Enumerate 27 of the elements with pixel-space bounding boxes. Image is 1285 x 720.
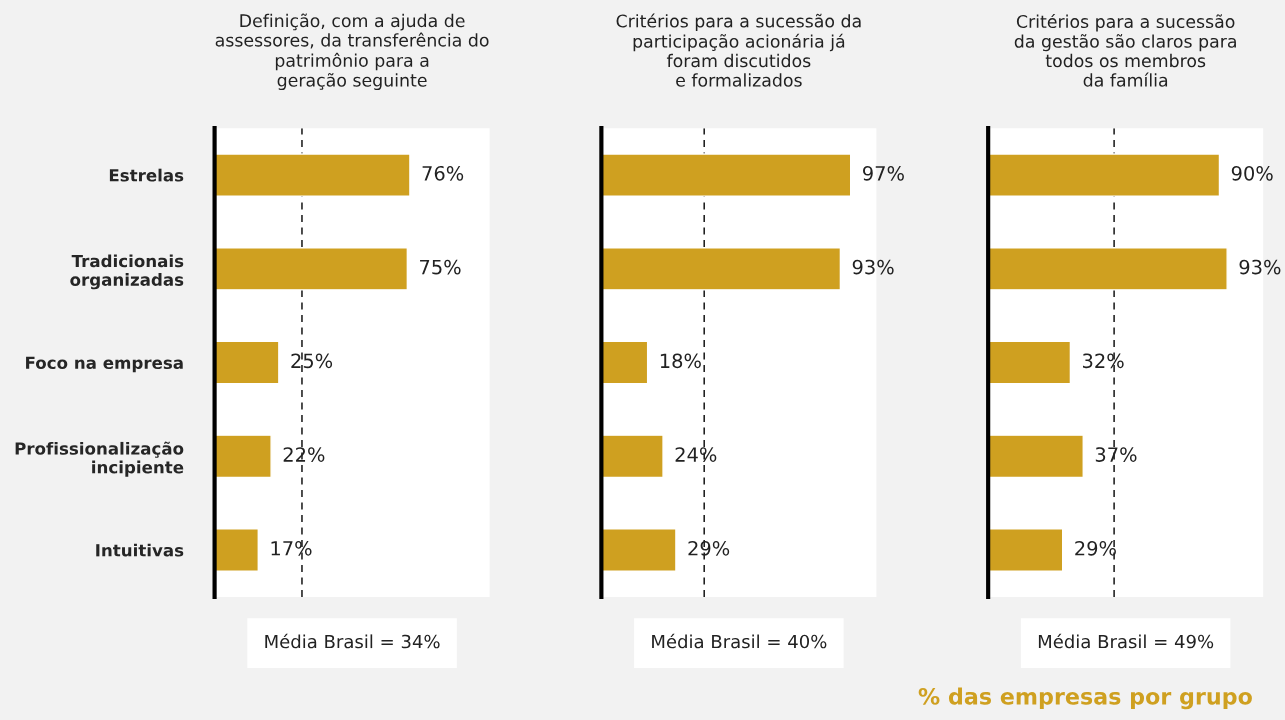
y-tick-label: Intuitivas (96, 543, 184, 557)
text: % das empresas por grupo (918, 687, 1252, 710)
y-tick-label: Profissionalização incipiente (15, 441, 184, 477)
data-label: 76% (422, 165, 464, 181)
data-label: 29% (688, 540, 730, 556)
y-tick-label: Estrelas (109, 168, 184, 182)
y-tick-label: Tradicionais organizadas (70, 254, 184, 290)
data-label: 93% (1239, 259, 1281, 275)
data-label: 97% (863, 165, 904, 181)
data-label: 32% (1083, 353, 1124, 369)
data-label: 90% (1231, 165, 1273, 181)
data-label: 29% (1075, 540, 1116, 556)
data-label: 75% (420, 259, 461, 275)
chart-title: Definição, com a ajuda de assessores, da transferência do patrimônio para a geração seguinte (215, 13, 489, 91)
chart-title: Critérios para a sucessão da participação acionária já foram discutidos e formalizados (616, 13, 861, 87)
y-tick-label: Foco na empresa (26, 356, 183, 373)
data-label: 37% (1095, 447, 1137, 462)
data-label: 93% (852, 259, 894, 275)
data-label: 22% (283, 447, 325, 462)
data-label: 25% (291, 353, 333, 369)
data-label: 24% (675, 447, 717, 462)
ref-line-label: Média Brasil = 40% (652, 633, 827, 649)
data-label: 18% (660, 353, 701, 369)
data-label: 17% (271, 540, 312, 556)
ref-line-label: Média Brasil = 49% (1038, 633, 1214, 649)
chart-title: Critérios para a sucessão da gestão são claros para todos os membros da família (1014, 13, 1236, 87)
ref-line-label: Média Brasil = 34% (265, 633, 440, 649)
